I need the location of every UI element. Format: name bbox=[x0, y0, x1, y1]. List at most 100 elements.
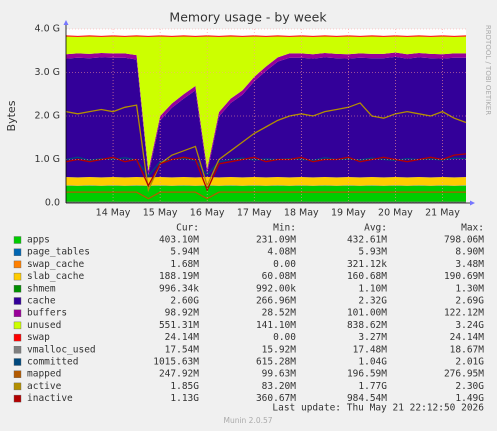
y-axis-label: Bytes bbox=[5, 100, 18, 131]
legend-stat: 98.92M bbox=[165, 308, 200, 319]
line bbox=[65, 102, 467, 193]
legend-swatch bbox=[13, 382, 22, 391]
area bbox=[66, 36, 466, 171]
y-tick-label: 2.0 G bbox=[35, 111, 61, 122]
side-note: RRDTOOL / TOBI OETIKER bbox=[484, 25, 492, 115]
legend-stat: 188.19M bbox=[159, 271, 199, 282]
legend-label: apps bbox=[27, 235, 50, 246]
legend-stat: 2.69G bbox=[455, 296, 484, 307]
legend-stat: 1.04G bbox=[358, 357, 387, 368]
legend-stat: 1.10M bbox=[358, 283, 387, 294]
legend-label: committed bbox=[27, 357, 78, 368]
y-tick-label: 4.0 G bbox=[35, 24, 61, 35]
x-tick-label: 18 May bbox=[284, 208, 319, 219]
legend-stat: 0.00 bbox=[273, 259, 296, 270]
legend-stat: 1.77G bbox=[358, 381, 387, 392]
legend-stat: 1015.63M bbox=[153, 357, 199, 368]
legend-stat: 17.54M bbox=[165, 344, 200, 355]
legend-swatch bbox=[13, 309, 22, 317]
x-tick-label: 15 May bbox=[143, 208, 178, 219]
legend-stat: 101.00M bbox=[347, 308, 387, 319]
legend-swatch bbox=[13, 346, 22, 354]
legend-stat: 28.52M bbox=[262, 308, 297, 319]
area bbox=[66, 177, 466, 186]
legend-stat: 992.00k bbox=[256, 283, 296, 294]
legend-stat: 17.48M bbox=[353, 344, 388, 355]
legend-stat: 2.32G bbox=[358, 296, 387, 307]
footer: Last update: Thu May 21 22:12:50 2026 bbox=[272, 403, 484, 414]
legend-stat: 24.14M bbox=[450, 332, 485, 343]
legend-stat: 266.96M bbox=[256, 296, 296, 307]
legend-swatch bbox=[13, 370, 22, 378]
legend-swatch bbox=[13, 285, 22, 293]
legend-stat: 247.92M bbox=[159, 369, 199, 380]
legend-label: unused bbox=[27, 320, 61, 331]
x-tick-label: 17 May bbox=[237, 208, 272, 219]
legend-stat: 432.61M bbox=[347, 235, 387, 246]
legend-label: shmem bbox=[27, 283, 56, 294]
legend-label: swap_cache bbox=[27, 259, 84, 270]
legend-label: inactive bbox=[27, 393, 73, 404]
x-tick-label: 21 May bbox=[425, 208, 460, 219]
legend-stat: 551.31M bbox=[159, 320, 199, 331]
legend-swatch bbox=[13, 394, 22, 403]
legend-stat: 231.09M bbox=[256, 235, 296, 246]
legend-swatch bbox=[13, 321, 22, 330]
legend-stat: 321.12k bbox=[347, 259, 387, 270]
legend-label: buffers bbox=[27, 308, 67, 319]
legend-stat: 18.67M bbox=[450, 344, 485, 355]
area bbox=[66, 185, 466, 187]
legend-stat: 8.90M bbox=[455, 247, 484, 258]
legend-label: page_tables bbox=[27, 247, 90, 258]
x-tick-label: 16 May bbox=[190, 208, 225, 219]
legend-stat: 1.13G bbox=[170, 393, 199, 404]
legend-stat: 798.06M bbox=[444, 235, 484, 246]
legend-swatch bbox=[13, 236, 22, 244]
legend-stat: 2.01G bbox=[455, 357, 484, 368]
area bbox=[66, 185, 466, 203]
legend-label: cache bbox=[27, 296, 56, 307]
area bbox=[66, 56, 466, 178]
legend-stat: 996.34k bbox=[159, 283, 199, 294]
line bbox=[66, 191, 466, 200]
legend-stat: 3.27M bbox=[358, 332, 387, 343]
x-tick-label: 19 May bbox=[331, 208, 366, 219]
legend-swatch bbox=[13, 358, 22, 366]
legend-stat: 2.60G bbox=[170, 296, 199, 307]
axis-arrow bbox=[470, 200, 475, 206]
legend-stat: 3.48M bbox=[455, 259, 484, 270]
legend-stat: 615.28M bbox=[256, 357, 296, 368]
area bbox=[66, 35, 466, 37]
legend-stat: 984.54M bbox=[347, 393, 387, 404]
legend-swatch bbox=[13, 272, 22, 281]
x-tick-label: 20 May bbox=[378, 208, 413, 219]
legend-stat: 196.59M bbox=[347, 369, 387, 380]
legend-stat: 838.62M bbox=[347, 320, 387, 331]
legend-label: active bbox=[27, 381, 62, 392]
legend-stat: 1.30M bbox=[455, 283, 484, 294]
legend-stat: 160.68M bbox=[347, 271, 387, 282]
legend-stat: 99.63M bbox=[262, 369, 297, 380]
legend-stat: 141.10M bbox=[256, 320, 296, 331]
legend-stat: 15.92M bbox=[262, 344, 297, 355]
legend-label: mapped bbox=[27, 369, 61, 380]
legend-stat: 190.69M bbox=[444, 271, 484, 282]
line bbox=[65, 153, 467, 192]
legend-label: swap bbox=[27, 332, 50, 343]
legend-stat: 5.94M bbox=[170, 247, 199, 258]
legend-header: Min: bbox=[273, 223, 296, 234]
legend-swatch bbox=[13, 248, 22, 256]
x-tick-label: 14 May bbox=[96, 208, 131, 219]
y-tick-label: 1.0 G bbox=[35, 154, 61, 165]
legend-stat: 1.68M bbox=[170, 259, 199, 270]
chart-title: Memory usage - by week bbox=[169, 10, 327, 25]
legend-label: slab_cache bbox=[27, 271, 84, 282]
legend-stat: 360.67M bbox=[256, 393, 296, 404]
y-tick-label: 0.0 bbox=[45, 198, 60, 209]
legend-stat: 24.14M bbox=[165, 332, 200, 343]
version: Munin 2.0.57 bbox=[223, 416, 272, 425]
legend-stat: 83.20M bbox=[262, 381, 297, 392]
legend-stat: 1.85G bbox=[170, 381, 199, 392]
legend-stat: 276.95M bbox=[444, 369, 484, 380]
